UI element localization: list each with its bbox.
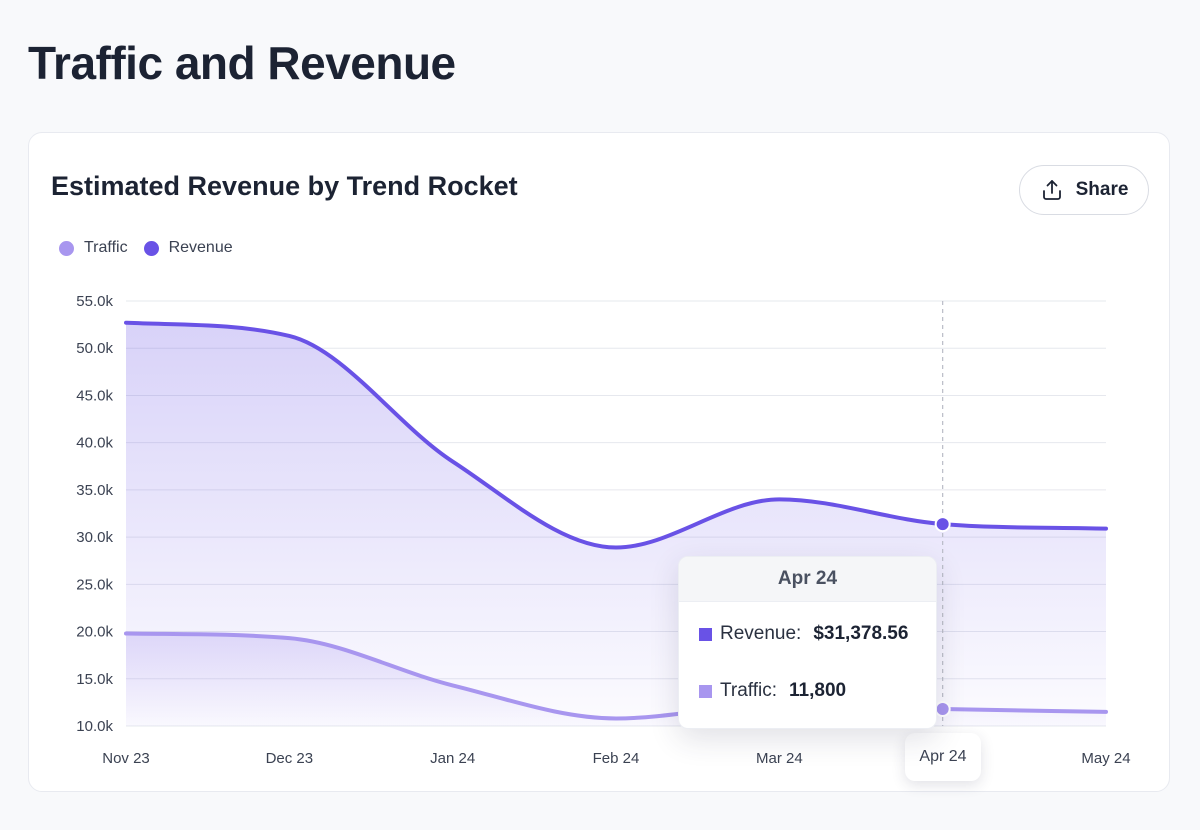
traffic-area	[126, 633, 1106, 726]
tooltip-row-traffic: Traffic: 11,800	[699, 680, 846, 702]
x-tick-label: May 24	[1081, 750, 1130, 767]
share-label: Share	[1075, 179, 1129, 200]
tooltip-revenue-value: $31,378.56	[813, 623, 909, 644]
tooltip-row-revenue: Revenue: $31,378.56	[699, 623, 908, 645]
legend-item-traffic[interactable]: Traffic	[59, 239, 128, 257]
y-tick-label: 25.0k	[76, 576, 113, 593]
chart-tooltip: Apr 24 Revenue: $31,378.56 Traffic: 11,8…	[678, 556, 937, 729]
legend-label-traffic: Traffic	[84, 239, 128, 256]
x-tick-label: Feb 24	[593, 750, 640, 767]
x-axis-highlight-label: Apr 24	[905, 733, 981, 781]
tooltip-swatch-revenue	[699, 627, 712, 641]
share-icon	[1042, 180, 1061, 200]
page-title: Traffic and Revenue	[28, 37, 456, 89]
revenue-point	[934, 516, 951, 533]
y-tick-label: 15.0k	[76, 671, 113, 688]
tooltip-revenue-label: Revenue:	[720, 623, 802, 644]
share-button[interactable]: Share	[1019, 165, 1149, 215]
y-tick-label: 35.0k	[76, 482, 113, 499]
tooltip-traffic-label: Traffic:	[720, 680, 778, 701]
x-tick-label: Nov 23	[102, 750, 150, 767]
legend-item-revenue[interactable]: Revenue	[143, 239, 233, 257]
y-tick-label: 10.0k	[76, 718, 113, 735]
x-tick-label: Dec 23	[266, 750, 314, 767]
chart-title: Estimated Revenue by Trend Rocket	[51, 171, 518, 201]
chart-plot: 10.0k 15.0k 20.0k 25.0k 30.0k 35.0k 40.0k 45.0k…	[76, 293, 1130, 767]
y-tick-label: 45.0k	[76, 387, 113, 404]
x-tick-label: Mar 24	[756, 750, 803, 767]
tooltip-traffic-value: 11,800	[789, 680, 847, 701]
y-tick-label: 30.0k	[76, 529, 113, 546]
tooltip-title: Apr 24	[679, 557, 936, 602]
chart-card: Estimated Revenue by Trend Rocket Share …	[28, 132, 1170, 792]
chart-legend: Traffic Revenue	[59, 239, 233, 257]
legend-swatch-revenue	[143, 240, 159, 256]
y-tick-label: 40.0k	[76, 435, 113, 452]
tooltip-swatch-traffic	[699, 684, 712, 698]
y-tick-label: 55.0k	[76, 293, 113, 310]
legend-swatch-traffic	[59, 240, 74, 256]
y-tick-label: 50.0k	[76, 340, 113, 357]
x-tick-label: Jan 24	[430, 750, 475, 767]
traffic-point	[934, 701, 951, 717]
y-tick-label: 20.0k	[76, 624, 113, 641]
legend-label-revenue: Revenue	[168, 239, 233, 256]
